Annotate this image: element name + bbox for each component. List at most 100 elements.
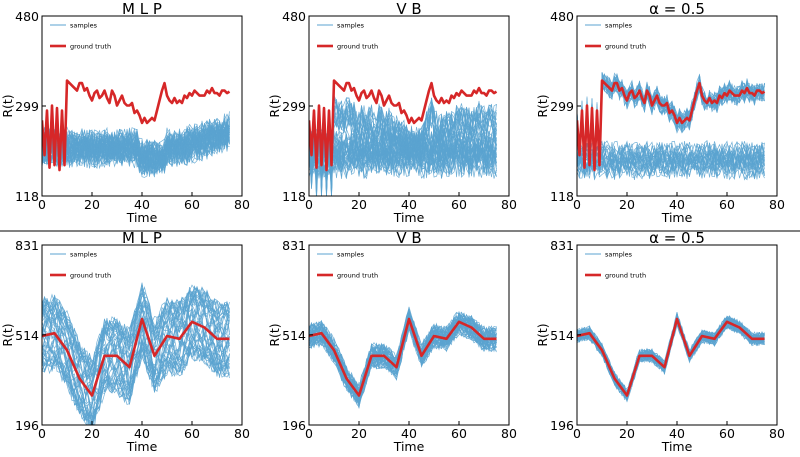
ground-truth-line [577, 79, 766, 172]
x-tick-label: 60 [451, 426, 467, 441]
chart-title: V B [396, 229, 421, 247]
sample-line [42, 297, 230, 405]
sample-line [42, 111, 230, 164]
sample-line [42, 300, 230, 401]
x-tick-label: 0 [573, 197, 581, 212]
sample-line [309, 99, 497, 194]
legend-samples-label: samples [605, 22, 633, 30]
samples-group [42, 111, 230, 178]
sample-line [577, 142, 765, 180]
chart-panel-4: 0 20 40 60 80 196 514 831 M L P Time R(t) samples gr… [0, 229, 250, 454]
legend-samples-label: samples [70, 22, 98, 30]
x-tick-label: 20 [619, 426, 635, 441]
y-tick-label: 514 [282, 328, 306, 343]
y-tick-label: 831 [550, 238, 574, 253]
x-axis-label: Time [661, 439, 693, 454]
y-axis-label: R(t) [0, 94, 15, 117]
legend-ground-truth-label: ground truth [605, 43, 646, 51]
y-tick-label: 299 [550, 99, 574, 114]
y-tick-label: 118 [282, 189, 306, 204]
legend-samples-label: samples [337, 22, 365, 30]
y-tick-label: 480 [282, 9, 306, 24]
chart-title: V B [396, 0, 421, 18]
chart-panel-5: 0 20 40 60 80 196 514 831 V B Time R(t) samples grou… [267, 229, 517, 454]
chart-panel-1: 0 20 40 60 80 118 299 480 M L P Time R(t) samples gr… [0, 0, 250, 225]
sample-line [42, 120, 230, 165]
sample-line [42, 118, 230, 165]
x-tick-label: 80 [501, 426, 517, 441]
sample-line [577, 76, 765, 172]
y-axis-label: R(t) [267, 94, 282, 117]
sample-line [42, 282, 230, 413]
legend-ground-truth-label: ground truth [70, 43, 111, 51]
y-tick-label: 480 [550, 9, 574, 24]
chart-title: α = 0.5 [649, 0, 705, 18]
samples-group [577, 71, 765, 181]
sample-line [42, 285, 230, 425]
x-axis-label: Time [661, 210, 693, 225]
y-axis-label: R(t) [535, 94, 550, 117]
x-tick-label: 40 [134, 197, 150, 212]
chart-panel-2: 0 20 40 60 80 118 299 480 V B Time R(t) samples grou… [267, 0, 517, 225]
x-axis-label: Time [393, 210, 425, 225]
legend-samples-label: samples [605, 251, 633, 259]
legend: samples ground truth [317, 251, 378, 280]
x-tick-label: 80 [769, 426, 785, 441]
x-tick-label: 0 [305, 426, 313, 441]
samples-group [42, 282, 230, 425]
x-tick-label: 20 [351, 426, 367, 441]
y-tick-label: 118 [15, 189, 39, 204]
legend: samples ground truth [317, 22, 378, 51]
legend-ground-truth-label: ground truth [605, 272, 646, 280]
y-axis-label: R(t) [535, 323, 550, 346]
sample-line [309, 128, 497, 176]
y-tick-label: 831 [15, 238, 39, 253]
y-tick-label: 514 [15, 328, 39, 343]
x-tick-label: 0 [38, 426, 46, 441]
chart-title: M L P [122, 229, 162, 247]
y-axis-label: R(t) [0, 323, 15, 346]
x-tick-label: 80 [501, 197, 517, 212]
legend-ground-truth-label: ground truth [70, 272, 111, 280]
sample-line [42, 300, 230, 404]
ground-truth-line [577, 317, 765, 397]
ground-truth-line [309, 79, 498, 172]
legend-samples-label: samples [70, 251, 98, 259]
legend-ground-truth-label: ground truth [337, 43, 378, 51]
legend: samples ground truth [50, 22, 111, 51]
legend: samples ground truth [585, 22, 646, 51]
ground-truth-line [42, 317, 230, 397]
x-tick-label: 40 [134, 426, 150, 441]
x-tick-label: 40 [401, 197, 417, 212]
sample-line [42, 288, 230, 401]
ground-truth-line [309, 317, 497, 397]
x-axis-label: Time [126, 439, 158, 454]
x-tick-label: 60 [451, 197, 467, 212]
x-tick-label: 60 [184, 197, 200, 212]
x-tick-label: 80 [234, 426, 250, 441]
legend: samples ground truth [585, 251, 646, 280]
x-tick-label: 60 [719, 426, 735, 441]
x-tick-label: 60 [719, 197, 735, 212]
legend-samples-label: samples [337, 251, 365, 259]
x-tick-label: 40 [401, 426, 417, 441]
legend: samples ground truth [50, 251, 111, 280]
y-tick-label: 196 [282, 418, 306, 433]
sample-line [42, 292, 230, 418]
x-axis-label: Time [126, 210, 158, 225]
y-tick-label: 480 [15, 9, 39, 24]
chart-title: α = 0.5 [649, 229, 705, 247]
x-tick-label: 80 [769, 197, 785, 212]
y-tick-label: 299 [15, 99, 39, 114]
sample-line [309, 127, 497, 178]
x-tick-label: 0 [305, 197, 313, 212]
x-tick-label: 60 [184, 426, 200, 441]
x-axis-label: Time [393, 439, 425, 454]
sample-line [309, 96, 497, 188]
y-axis-label: R(t) [267, 323, 282, 346]
x-tick-label: 20 [84, 197, 100, 212]
x-tick-label: 0 [573, 426, 581, 441]
y-tick-label: 118 [550, 189, 574, 204]
chart-panel-6: 0 20 40 60 80 196 514 831 α = 0.5 Time R(t) samples… [535, 229, 785, 454]
